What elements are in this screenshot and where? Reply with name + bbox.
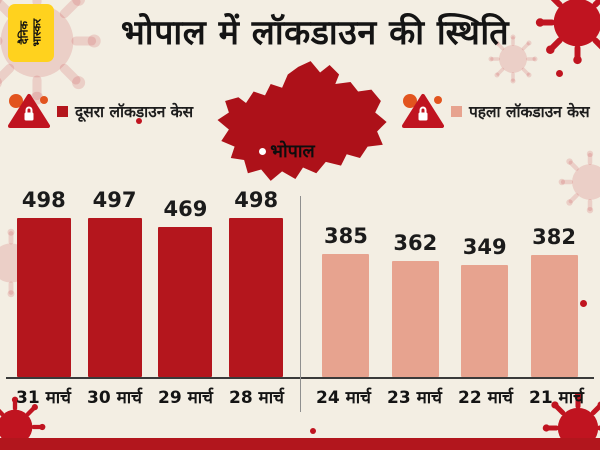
x-labels-first-lockdown: 24 मार्च 23 मार्च 22 मार्च 21 मार्च [300, 385, 600, 408]
bar-rect [16, 218, 71, 377]
bar: 385 [322, 224, 370, 377]
warning-lock-icon [8, 94, 50, 128]
legend-second-lockdown: दूसरा लॉकडाउन केस [8, 92, 193, 130]
logo-text: दैनिक भास्कर [17, 19, 43, 47]
group-divider-line [300, 196, 301, 412]
x-axis-label: 31 मार्च [16, 388, 71, 408]
legend-first-lockdown: पहला लॉकडाउन केस [402, 92, 590, 130]
bhopal-map-label: भोपाल [259, 139, 315, 163]
bar-value-label: 385 [323, 224, 368, 248]
bar-rect [530, 255, 578, 377]
dainik-bhaskar-logo: दैनिक भास्कर [8, 4, 54, 62]
bar-value-label: 498 [21, 188, 66, 212]
x-labels-second-lockdown: 31 मार्च 30 मार्च 29 मार्च 28 मार्च [0, 385, 300, 408]
legend-label-first: पहला लॉकडाउन केस [469, 103, 590, 121]
x-axis-label: 22 मार्च [458, 388, 513, 408]
bar-rect [391, 261, 439, 377]
bar-chart: 498 497 469 498 385 362 349 382 [0, 162, 600, 377]
bar: 362 [391, 231, 439, 377]
x-axis-label: 21 मार्च [528, 388, 584, 408]
bar: 349 [461, 235, 509, 377]
x-axis-labels: 31 मार्च 30 मार्च 29 मार्च 28 मार्च 24 मार्… [0, 385, 600, 408]
bar-rect [87, 218, 142, 377]
page-title: भोपाल में लॉकडाउन की स्थिति [120, 13, 510, 53]
x-axis-label: 30 मार्च [87, 388, 142, 408]
bar: 498 [16, 188, 71, 377]
bar: 469 [158, 197, 213, 377]
dot-decoration [556, 70, 563, 77]
x-axis-label: 23 मार्च [387, 388, 442, 408]
bar-group-first-lockdown: 385 362 349 382 [300, 162, 600, 377]
bar-rect [461, 265, 509, 377]
bar-value-label: 349 [462, 235, 507, 259]
bar-rect [158, 227, 213, 377]
madhya-pradesh-map: भोपाल [208, 58, 398, 203]
bar-value-label: 469 [163, 197, 208, 221]
x-axis-label: 29 मार्च [158, 388, 213, 408]
bar-value-label: 498 [234, 188, 279, 212]
bar-value-label: 497 [92, 188, 137, 212]
bar-rect [229, 218, 284, 377]
legend-label-second: दूसरा लॉकडाउन केस [75, 103, 194, 121]
bottom-red-strip [0, 438, 600, 450]
bar: 498 [229, 188, 284, 377]
bar-group-second-lockdown: 498 497 469 498 [0, 162, 300, 377]
bar-rect [322, 254, 370, 377]
bar: 497 [87, 188, 142, 377]
bar: 382 [530, 225, 578, 377]
x-axis-label: 24 मार्च [316, 388, 371, 408]
bar-value-label: 362 [393, 231, 438, 255]
legend-swatch-first [451, 105, 462, 117]
dot-decoration [310, 428, 316, 434]
map-marker-dot [259, 147, 267, 155]
warning-lock-icon [402, 94, 444, 128]
legend-swatch-second [57, 105, 68, 117]
bar-value-label: 382 [532, 225, 576, 249]
x-axis-label: 28 मार्च [228, 388, 284, 408]
map-label-text: भोपाल [270, 141, 315, 163]
